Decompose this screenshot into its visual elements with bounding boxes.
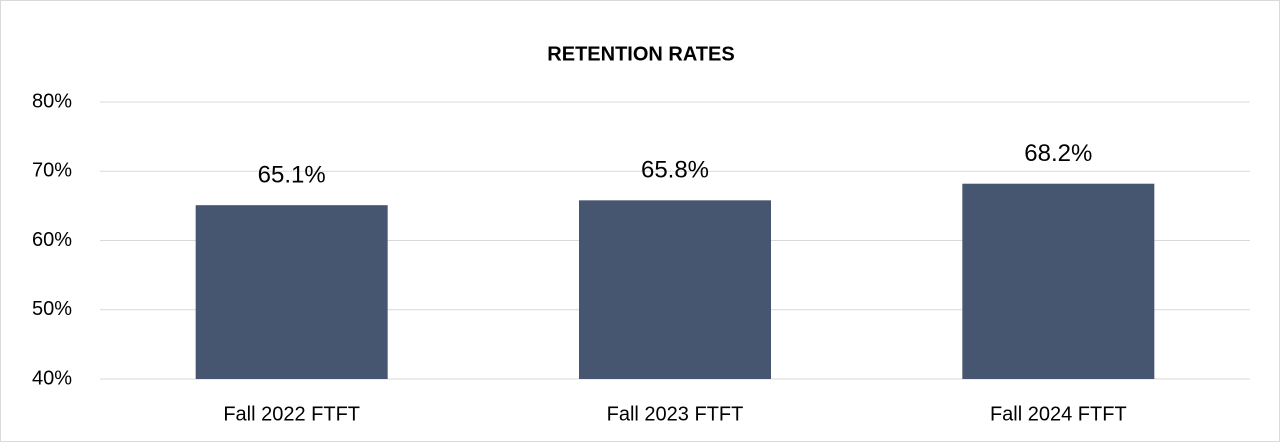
y-tick-label: 60% — [32, 229, 72, 251]
x-tick-label: Fall 2024 FTFT — [990, 403, 1127, 425]
bar — [962, 183, 1155, 379]
y-tick-label: 50% — [32, 298, 72, 320]
y-tick-label: 80% — [32, 90, 72, 112]
y-tick-label: 40% — [32, 367, 72, 389]
value-label: 65.8% — [641, 157, 709, 184]
bar — [195, 205, 388, 379]
x-tick-label: Fall 2023 FTFT — [607, 403, 744, 425]
chart-title: RETENTION RATES — [547, 43, 734, 65]
value-label: 65.1% — [258, 162, 326, 189]
value-label: 68.2% — [1024, 140, 1092, 167]
bar — [579, 200, 771, 379]
y-tick-label: 70% — [32, 160, 72, 182]
x-tick-label: Fall 2022 FTFT — [223, 403, 360, 425]
